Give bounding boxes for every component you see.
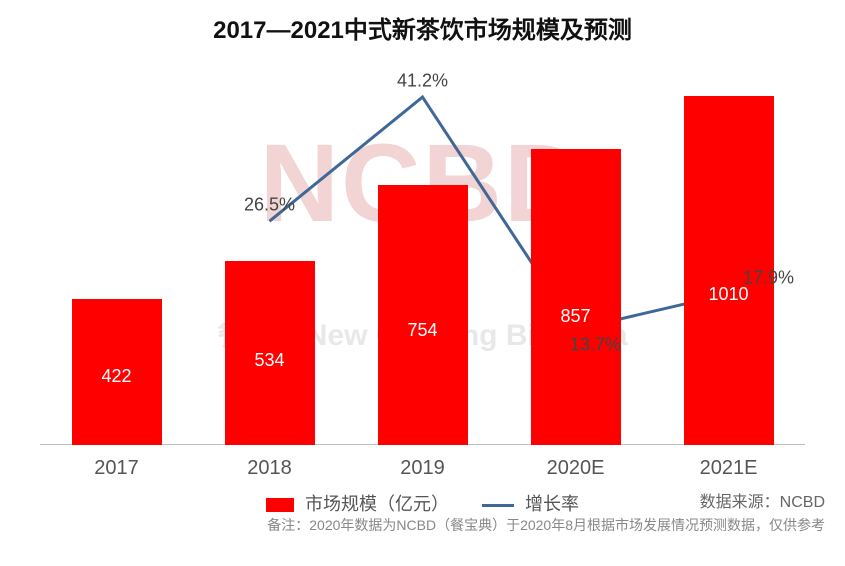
plot-area: 4222017534201875420198572020E10102021E26… [40,65,805,445]
chart-container: 2017—2021中式新茶饮市场规模及预测 NCBD 餐 New Caterin… [0,0,845,566]
x-axis-label: 2018 [193,445,346,480]
footer: 数据来源：NCBD 备注：2020年数据为NCBD（餐宝典）于2020年8月根据… [267,491,825,536]
growth-rate-label: 41.2% [397,71,448,92]
x-axis-label: 2021E [652,445,805,480]
x-axis-label: 2019 [346,445,499,480]
bar-value-label: 534 [225,350,315,371]
footer-note: 备注：2020年数据为NCBD（餐宝典）于2020年8月根据市场发展情况预测数据… [267,515,825,536]
chart-title: 2017—2021中式新茶饮市场规模及预测 [0,0,845,45]
growth-rate-label: 13.7% [570,335,621,356]
bar: 857 [531,149,621,445]
growth-line-path [270,97,729,329]
source-label: 数据来源：NCBD [267,491,825,515]
bar: 422 [72,299,162,445]
growth-rate-label: 26.5% [244,195,295,216]
growth-rate-label: 17.9% [743,267,794,288]
x-axis-label: 2020E [499,445,652,480]
x-axis-label: 2017 [40,445,193,480]
bar: 534 [225,261,315,445]
bar: 754 [378,185,468,445]
bar-value-label: 857 [531,306,621,327]
bar-value-label: 754 [378,320,468,341]
bar-value-label: 422 [72,366,162,387]
